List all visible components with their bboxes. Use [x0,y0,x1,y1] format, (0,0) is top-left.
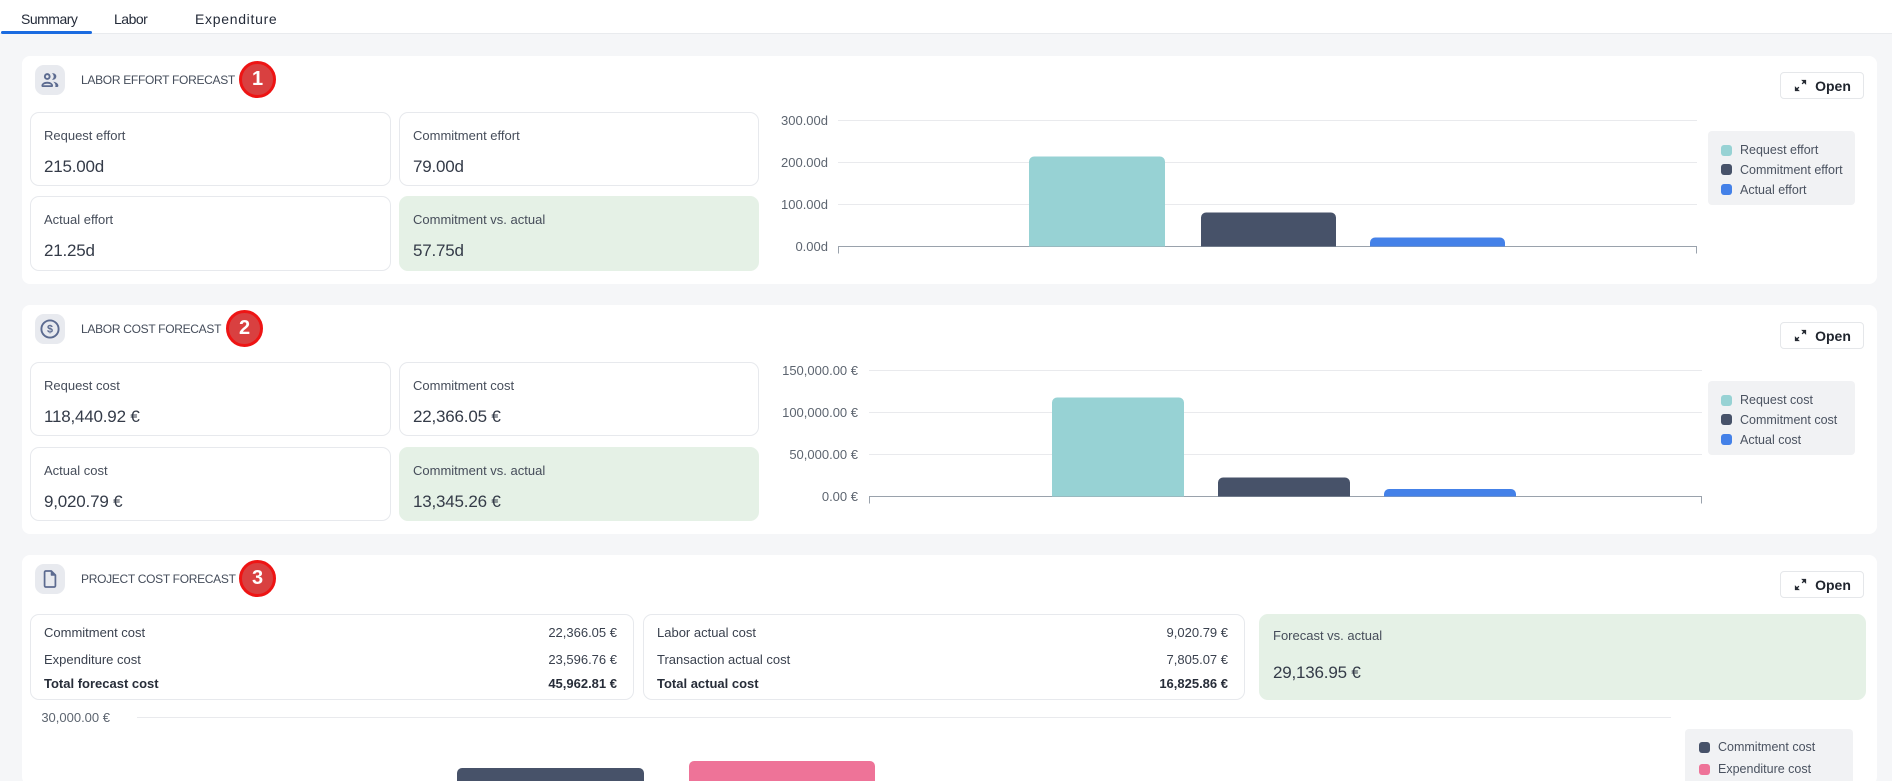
svg-text:$: $ [47,324,53,336]
